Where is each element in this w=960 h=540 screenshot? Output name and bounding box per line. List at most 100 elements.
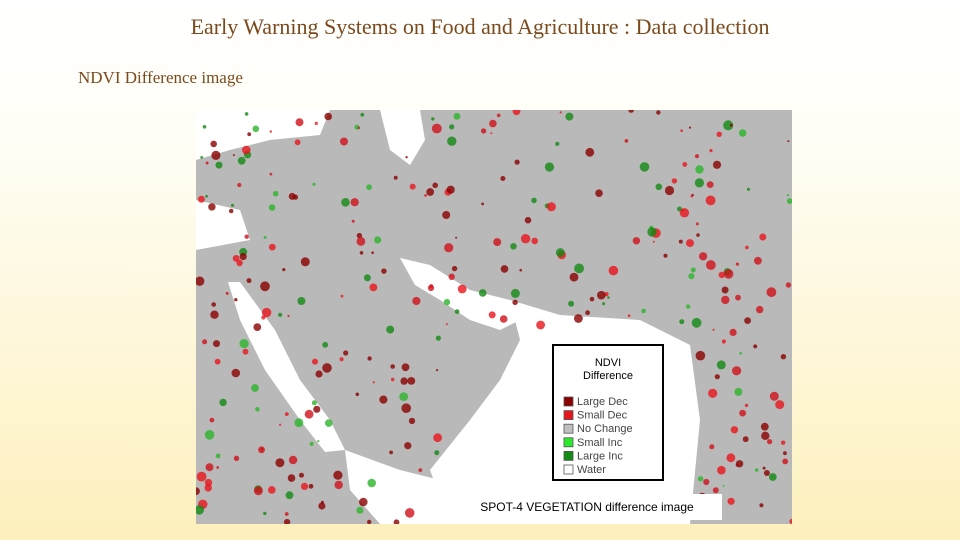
vegetation-speck (671, 178, 678, 184)
vegetation-speck (589, 296, 595, 302)
vegetation-speck (272, 190, 279, 197)
vegetation-speck (524, 216, 532, 224)
vegetation-speck (520, 234, 531, 244)
vegetation-speck (729, 123, 733, 127)
vegetation-speck (269, 130, 272, 133)
vegetation-speck (734, 387, 743, 396)
vegetation-speck (595, 189, 603, 197)
vegetation-speck (732, 366, 742, 376)
vegetation-speck (268, 204, 276, 211)
vegetation-speck (360, 112, 365, 117)
vegetation-speck (294, 139, 301, 146)
vegetation-speck (769, 391, 779, 401)
legend-label: Large Dec (577, 396, 628, 408)
vegetation-speck (244, 112, 249, 116)
vegetation-speck (424, 194, 427, 197)
vegetation-speck (738, 129, 747, 137)
vegetation-speck (679, 208, 690, 218)
vegetation-speck (559, 111, 562, 114)
vegetation-speck (555, 141, 560, 146)
vegetation-speck (204, 430, 215, 440)
vegetation-speck (268, 243, 276, 251)
vegetation-speck (565, 112, 574, 121)
vegetation-speck (585, 310, 590, 316)
vegetation-speck (453, 112, 461, 120)
vegetation-speck (448, 273, 455, 280)
vegetation-speck (431, 117, 435, 121)
vegetation-speck (340, 294, 344, 298)
vegetation-speck (255, 407, 260, 412)
vegetation-speck (407, 377, 416, 385)
vegetation-speck (287, 474, 296, 482)
vegetation-speck (451, 265, 458, 272)
vegetation-speck (706, 181, 714, 189)
vegetation-speck (205, 194, 209, 198)
vegetation-speck (709, 149, 713, 153)
vegetation-speck (455, 236, 458, 239)
vegetation-speck (647, 227, 657, 237)
vegetation-speck (607, 296, 610, 299)
vegetation-speck (490, 132, 493, 135)
vegetation-speck (789, 518, 792, 524)
vegetation-speck (480, 128, 487, 134)
vegetation-speck (481, 202, 484, 206)
vegetation-speck (285, 491, 294, 500)
vegetation-speck (239, 253, 247, 261)
vegetation-speck (655, 183, 663, 191)
vegetation-speck (708, 388, 718, 398)
vegetation-speck (367, 519, 372, 524)
map-image (196, 110, 792, 524)
vegetation-speck (775, 400, 785, 410)
legend-label: Large Inc (577, 450, 623, 462)
vegetation-speck (391, 377, 395, 382)
vegetation-speck (514, 159, 520, 165)
slide-subtitle: NDVI Difference image (78, 68, 243, 87)
vegetation-speck (688, 126, 692, 129)
vegetation-speck (359, 251, 364, 255)
vegetation-speck (340, 137, 348, 146)
vegetation-speck (555, 248, 565, 257)
vegetation-speck (355, 392, 360, 397)
legend-swatch (563, 450, 574, 461)
vegetation-speck (292, 194, 299, 200)
vegetation-speck (782, 458, 789, 465)
vegetation-speck (729, 328, 737, 336)
vegetation-speck (225, 291, 229, 295)
legend-label: No Change (577, 423, 633, 435)
vegetation-speck (746, 187, 751, 191)
vegetation-speck (313, 405, 321, 413)
vegetation-speck (699, 252, 708, 261)
vegetation-speck (766, 287, 777, 298)
vegetation-speck (322, 363, 332, 373)
vegetation-speck (735, 294, 741, 301)
vegetation-speck (639, 162, 650, 172)
vegetation-speck (318, 502, 326, 510)
vegetation-speck (510, 288, 520, 298)
vegetation-speck (237, 182, 242, 188)
vegetation-speck (723, 269, 734, 279)
vegetation-speck (510, 243, 517, 250)
sea (345, 450, 450, 524)
vegetation-speck (263, 235, 267, 239)
vegetation-speck (196, 505, 204, 515)
vegetation-speck (663, 253, 668, 258)
vegetation-speck (435, 335, 441, 341)
vegetation-speck (519, 268, 522, 272)
vegetation-speck (369, 283, 378, 292)
sea (380, 110, 425, 165)
vegetation-speck (442, 211, 451, 219)
vegetation-speck (695, 222, 699, 226)
vegetation-speck (288, 455, 298, 465)
vegetation-speck (721, 295, 730, 305)
vegetation-speck (446, 185, 455, 194)
vegetation-speck (697, 476, 704, 482)
legend-swatch (563, 423, 574, 434)
vegetation-speck (213, 340, 220, 348)
vegetation-speck (367, 478, 377, 488)
vegetation-speck (602, 302, 606, 306)
vegetation-speck (499, 315, 508, 323)
vegetation-speck (251, 384, 259, 392)
legend-label: Small Inc (577, 437, 623, 449)
vegetation-speck (730, 426, 739, 434)
